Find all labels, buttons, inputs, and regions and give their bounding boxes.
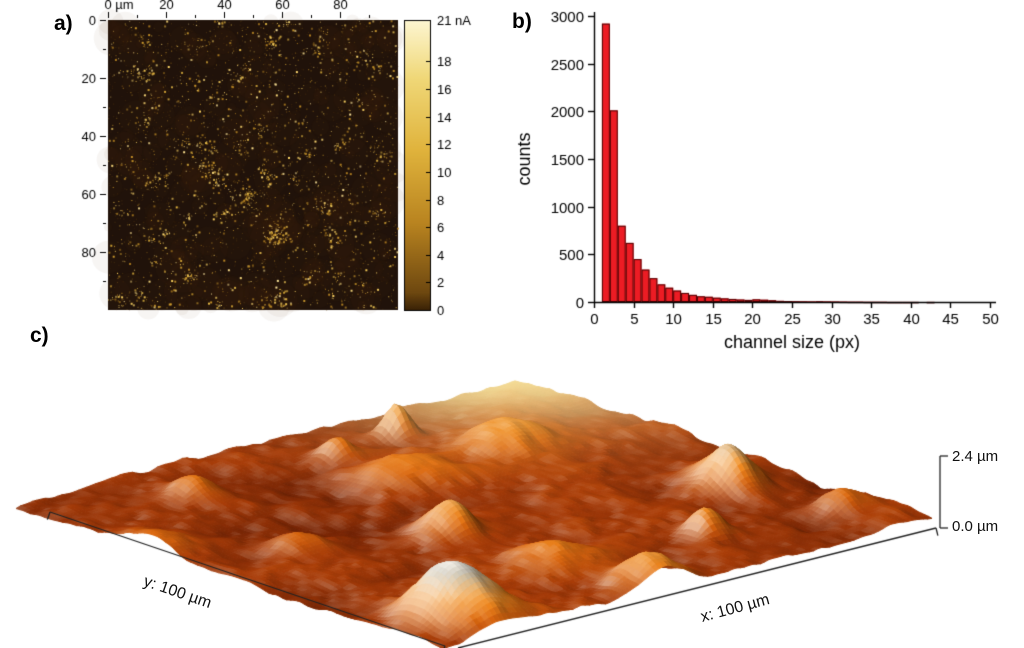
panel-c-label: c) [30, 324, 49, 347]
surface-panel [0, 322, 1024, 648]
panel-b-label: b) [512, 10, 532, 33]
surface-z-min-label: 0.0 µm [952, 518, 999, 535]
histogram-panel [490, 0, 1024, 360]
surface-z-max-label: 2.4 µm [952, 448, 999, 465]
panel-a-label: a) [54, 12, 73, 35]
current-map-panel [0, 0, 480, 330]
